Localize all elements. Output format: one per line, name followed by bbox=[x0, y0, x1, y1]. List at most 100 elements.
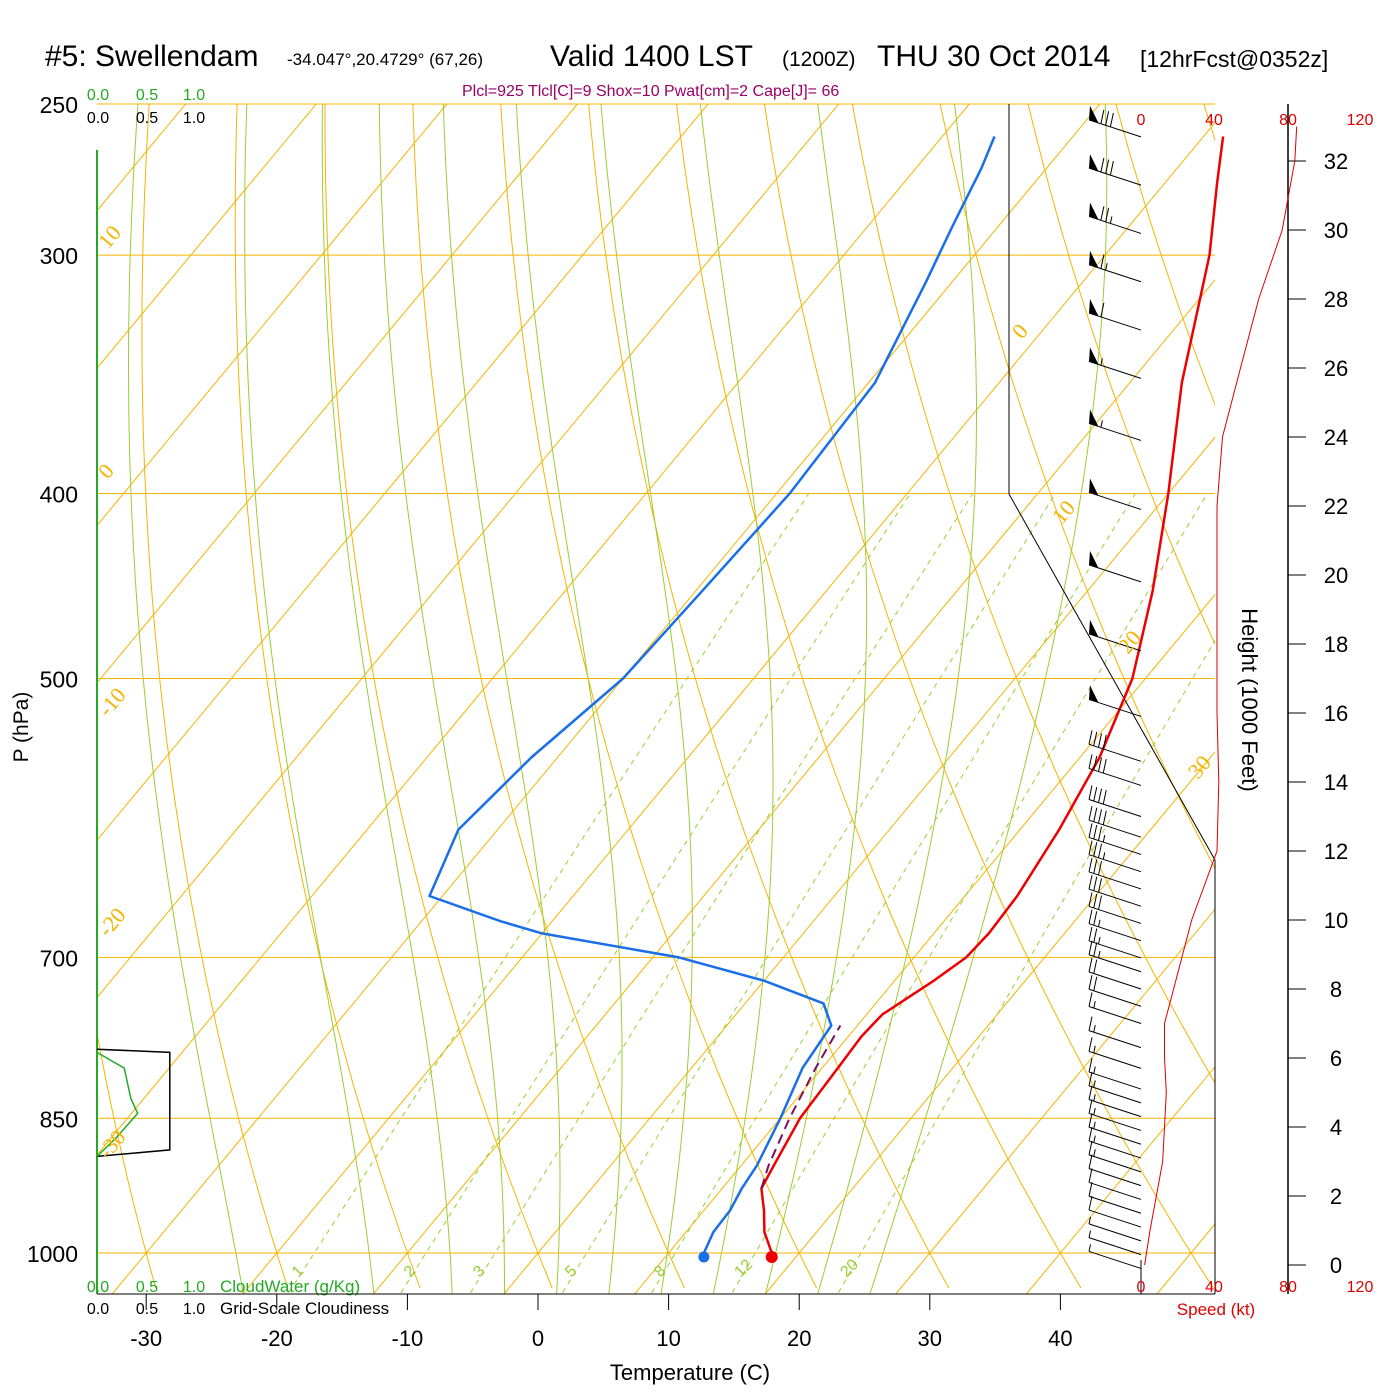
wind-barb-staff bbox=[1088, 564, 1142, 583]
speed-tick-top: 80 bbox=[1279, 112, 1297, 129]
wind-barb-staff bbox=[1088, 1237, 1142, 1256]
wind-barb-staff bbox=[1088, 1223, 1142, 1242]
wind-barb-pennant bbox=[1089, 154, 1099, 172]
moist-adiabat-line bbox=[600, 104, 693, 1294]
wind-barb-staff bbox=[1088, 854, 1142, 873]
pressure-tick-label: 300 bbox=[40, 243, 78, 269]
x-tick-label: 10 bbox=[656, 1326, 680, 1351]
cloudwater-line bbox=[96, 1051, 139, 1157]
wind-barb-half-flag bbox=[1093, 1000, 1096, 1009]
moist-adiabat-line bbox=[378, 104, 505, 1294]
wind-barb-flag bbox=[1098, 878, 1102, 893]
wind-barb-flag bbox=[1088, 909, 1093, 924]
wind-barb-staff bbox=[1088, 1071, 1142, 1090]
wind-barb-pennant bbox=[1089, 619, 1099, 637]
wind-barb-flag bbox=[1100, 254, 1105, 269]
isotherm-label: 30 bbox=[1183, 750, 1216, 783]
wind-barb bbox=[1088, 299, 1142, 331]
wind-barb-half-flag bbox=[1100, 358, 1103, 366]
dry-adiabats bbox=[97, 104, 1215, 1289]
wind-barb-flag bbox=[1098, 733, 1102, 748]
isotherm-label: 20 bbox=[1113, 625, 1146, 658]
cloudiness-tick-bottom: 1.0 bbox=[183, 1301, 205, 1318]
wind-barb bbox=[1088, 478, 1142, 510]
wind-barb bbox=[1088, 785, 1142, 817]
moist-adiabat-line bbox=[321, 104, 453, 1294]
forecast-info: [12hrFcst@0352z] bbox=[1140, 46, 1329, 72]
moist-adiabat-line bbox=[128, 104, 244, 1294]
wind-barb-flag bbox=[1088, 992, 1093, 1007]
moist-adiabat-line bbox=[817, 104, 977, 1294]
wind-barb-flag bbox=[1100, 157, 1105, 173]
speed-tick-bottom: 80 bbox=[1279, 1279, 1297, 1296]
surface-temperature-marker bbox=[765, 1251, 778, 1263]
x-tick-label: 0 bbox=[532, 1326, 544, 1351]
x-tick-label: -20 bbox=[261, 1326, 293, 1351]
wind-barb-flag bbox=[1098, 757, 1102, 772]
wind-barb-flag bbox=[1093, 786, 1098, 802]
wind-barb-half-flag bbox=[1093, 1066, 1096, 1074]
wind-barb-staff bbox=[1088, 1126, 1142, 1145]
wind-barb bbox=[1088, 857, 1142, 890]
wind-barb-flag bbox=[1088, 875, 1093, 890]
pressure-tick-label: 250 bbox=[40, 92, 78, 118]
wind-barb-flag bbox=[1105, 111, 1110, 126]
wind-barb bbox=[1088, 409, 1142, 441]
wind-barb-flag bbox=[1093, 959, 1098, 974]
wind-barb-half-flag bbox=[1088, 1230, 1091, 1238]
wind-barb-staff bbox=[1088, 743, 1142, 762]
wind-barb bbox=[1088, 875, 1142, 907]
wind-barb bbox=[1088, 1099, 1142, 1131]
wind-barb-pennant bbox=[1089, 685, 1099, 703]
wind-barb-flag bbox=[1088, 754, 1093, 769]
height-tick-label: 6 bbox=[1330, 1046, 1342, 1071]
speed-axis-label: Speed (kt) bbox=[1177, 1300, 1255, 1319]
height-tick-label: 14 bbox=[1324, 770, 1348, 795]
x-tick-label: 30 bbox=[918, 1326, 942, 1351]
wind-barb bbox=[1088, 1037, 1142, 1069]
pressure-tick-label: 700 bbox=[40, 945, 78, 971]
wind-barb-staff bbox=[1088, 1085, 1142, 1104]
wind-barb-flag bbox=[1088, 1085, 1093, 1100]
wind-barb-staff bbox=[1088, 1250, 1142, 1269]
wind-barb bbox=[1088, 250, 1142, 283]
height-tick-label: 32 bbox=[1324, 149, 1348, 174]
wind-barb-flag bbox=[1093, 842, 1098, 857]
dry-adiabat-line bbox=[324, 104, 553, 1289]
wind-barb bbox=[1088, 1168, 1142, 1200]
isotherm-line bbox=[503, 436, 1215, 1294]
isotherm-line bbox=[97, 104, 970, 1156]
wind-barb-flag bbox=[1098, 860, 1102, 876]
wind-barb-staff bbox=[1088, 1209, 1142, 1228]
cloudwater-tick-top: 0.5 bbox=[136, 87, 158, 104]
dry-adiabat-line bbox=[412, 104, 685, 1289]
wind-barb-flag bbox=[1093, 976, 1098, 991]
wind-barb-staff bbox=[1088, 1195, 1142, 1214]
cloudwater-tick-bottom: 0.0 bbox=[87, 1279, 109, 1296]
wind-barb-flag bbox=[1088, 1140, 1093, 1155]
wind-barb bbox=[1088, 992, 1142, 1024]
wind-barb-flag bbox=[1088, 1182, 1093, 1197]
wind-barb-flag bbox=[1088, 957, 1093, 973]
wind-barb-pennant bbox=[1089, 550, 1099, 568]
wind-barb-half-flag bbox=[1093, 1107, 1096, 1116]
mixing-ratio-line bbox=[730, 493, 1208, 1294]
wind-barb bbox=[1088, 347, 1142, 379]
wind-barb-half-flag bbox=[1093, 1025, 1096, 1033]
height-axis-title: Height (1000 Feet) bbox=[1237, 608, 1262, 791]
wind-barb-staff bbox=[1088, 888, 1142, 907]
wind-barb-flag bbox=[1093, 755, 1098, 771]
wind-barb-half-flag bbox=[1109, 216, 1113, 224]
wind-barb-half-flag bbox=[1088, 1216, 1091, 1224]
isotherm-line bbox=[97, 104, 448, 527]
height-tick-label: 12 bbox=[1324, 839, 1348, 864]
wind-barb-flag bbox=[1098, 843, 1102, 858]
wind-barb-staff bbox=[1088, 1050, 1142, 1069]
wind-barb-half-flag bbox=[1098, 919, 1101, 927]
forecast-date: THU 30 Oct 2014 bbox=[877, 40, 1111, 73]
wind-barb-flag bbox=[1088, 1154, 1093, 1169]
wind-barb-flag bbox=[1088, 806, 1093, 821]
wind-barb-pennant bbox=[1089, 105, 1099, 123]
